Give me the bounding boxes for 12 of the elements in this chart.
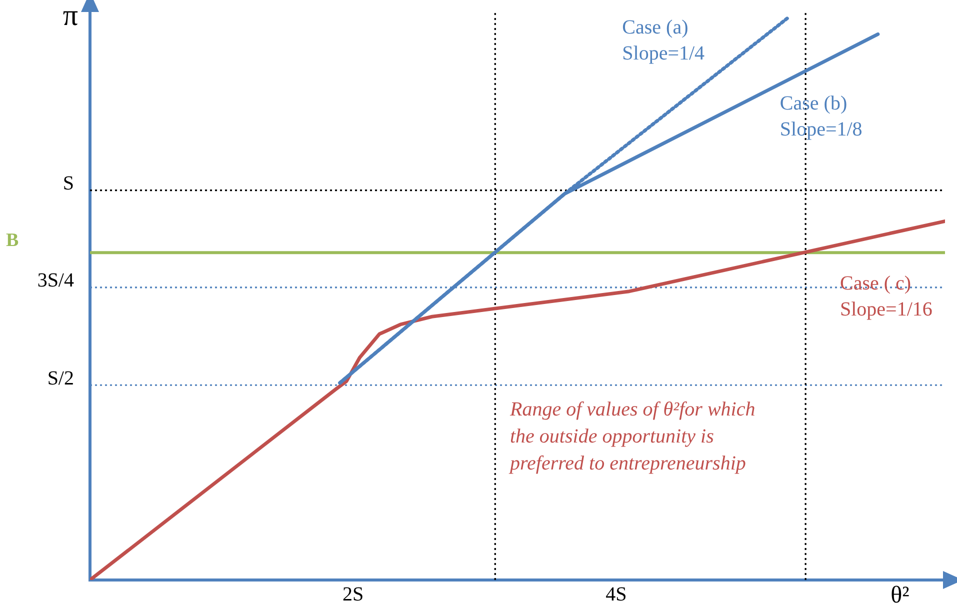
x-tick-label: 2S <box>342 583 364 606</box>
series-label: Case (a) Slope=1/4 <box>622 16 705 65</box>
series-label: Case ( c) Slope=1/16 <box>840 272 932 320</box>
x-axis-title: θ² <box>890 582 910 608</box>
ref-line-label: 3S/4 <box>37 270 74 292</box>
series-label: Case (b) Slope=1/8 <box>780 92 862 140</box>
ref-line-label: B <box>6 230 19 252</box>
y-axis-title: π <box>62 0 78 32</box>
ref-line-label: S <box>62 172 74 195</box>
annotation: Range of values of θ²for which the outside opportunity is preferred to entrepreneurship <box>508 398 756 474</box>
ref-line-label: S/2 <box>47 367 74 390</box>
x-tick-label: 4S <box>606 583 627 606</box>
